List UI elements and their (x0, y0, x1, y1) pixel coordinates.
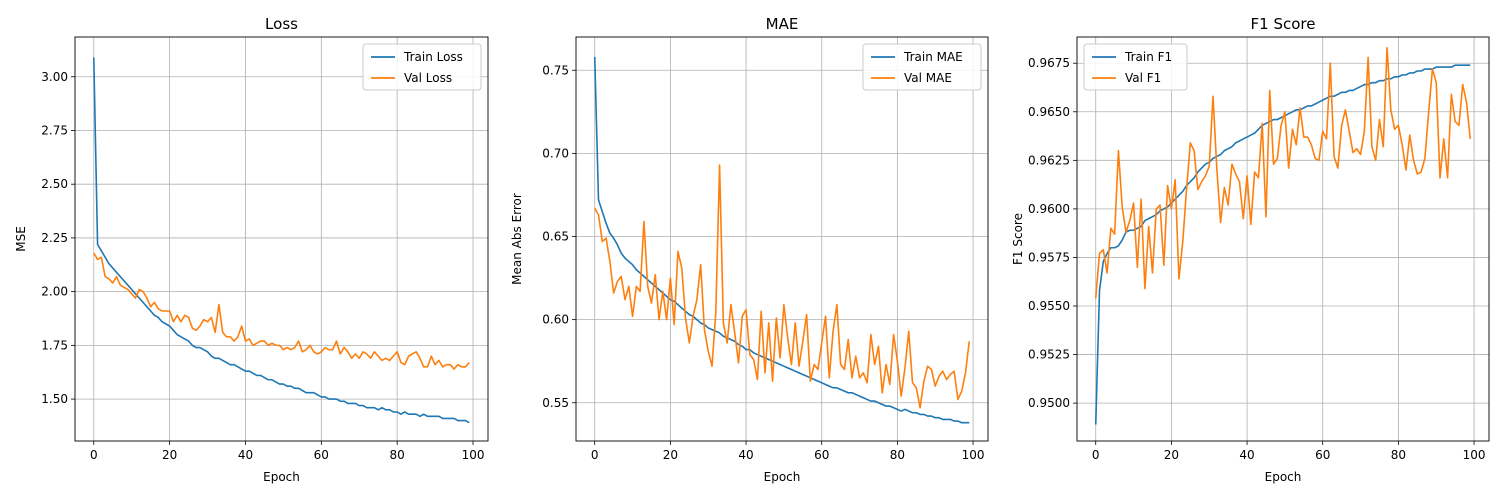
y-axis-label: MSE (14, 226, 28, 252)
plot-frame (1076, 36, 1490, 442)
y-tick-label: 0.55 (542, 396, 569, 410)
legend-label: Val MAE (904, 71, 952, 85)
x-tick-label: 100 (462, 448, 485, 462)
x-tick-label: 20 (663, 448, 678, 462)
plot-title: Loss (265, 15, 298, 33)
y-tick-label: 0.9625 (1028, 153, 1070, 167)
x-tick-label: 100 (962, 448, 985, 462)
subplot-1: 0 20 40 60 80 100 1.50 1.75 2.00 2.25 2.50 2.75 3.00… (14, 15, 489, 484)
y-tick-label: 0.9675 (1028, 56, 1070, 70)
y-axis-label: Mean Abs Error (510, 193, 524, 285)
legend-label: Train MAE (903, 50, 963, 64)
x-tick-label: 0 (1092, 448, 1100, 462)
x-axis-label: Epoch (1265, 470, 1302, 484)
y-tick-label: 0.70 (542, 146, 569, 160)
y-tick-label: 2.00 (41, 285, 68, 299)
plot-title: F1 Score (1251, 15, 1316, 33)
x-tick-label: 40 (1239, 448, 1254, 462)
plot-frame (74, 36, 489, 442)
legend: Train F1 Val F1 (1083, 43, 1188, 91)
y-tick-label: 2.50 (41, 177, 68, 191)
plot-frame (575, 36, 989, 442)
x-tick-label: 40 (738, 448, 753, 462)
y-tick-label: 3.00 (41, 70, 68, 84)
y-tick-label: 2.25 (41, 231, 68, 245)
y-tick-label: 1.75 (41, 338, 68, 352)
x-axis-label: Epoch (263, 470, 300, 484)
y-tick-label: 0.9500 (1028, 396, 1070, 410)
x-tick-label: 80 (390, 448, 405, 462)
y-tick-label: 1.50 (41, 392, 68, 406)
y-tick-label: 0.9550 (1028, 299, 1070, 313)
y-tick-label: 0.9575 (1028, 250, 1070, 264)
subplot-3: 0 20 40 60 80 100 0.9500 0.9525 0.9550 0.9575 0.96… (1011, 15, 1490, 484)
legend-label: Val Loss (404, 71, 452, 85)
x-tick-label: 40 (238, 448, 253, 462)
x-tick-label: 100 (1463, 448, 1486, 462)
legend-label: Train F1 (1124, 50, 1172, 64)
series-line-val-mae (594, 164, 971, 409)
x-tick-label: 0 (90, 448, 98, 462)
x-tick-label: 20 (1164, 448, 1179, 462)
y-tick-label: 0.9600 (1028, 202, 1070, 216)
legend-label: Val F1 (1125, 71, 1161, 85)
y-axis-label: F1 Score (1011, 213, 1025, 265)
x-tick-label: 80 (1391, 448, 1406, 462)
x-tick-label: 60 (814, 448, 829, 462)
subplot-2: 0 20 40 60 80 100 0.55 0.60 0.65 0.70 0.75 MAE Epoch… (510, 15, 989, 484)
y-tick-label: 0.65 (542, 230, 569, 244)
series-line-val-f1 (1094, 46, 1472, 299)
series-line-train-loss (92, 57, 470, 424)
x-tick-label: 0 (591, 448, 599, 462)
x-tick-label: 20 (162, 448, 177, 462)
x-axis-label: Epoch (764, 470, 801, 484)
legend: Train Loss Val Loss (362, 43, 482, 91)
plot-title: MAE (766, 15, 799, 33)
y-tick-label: 0.9525 (1028, 348, 1070, 362)
series-line-val-loss (93, 252, 470, 370)
y-tick-label: 2.75 (41, 123, 68, 137)
legend-label: Train Loss (403, 50, 463, 64)
y-tick-label: 0.75 (542, 63, 569, 77)
x-tick-label: 80 (890, 448, 905, 462)
y-tick-label: 0.9650 (1028, 105, 1070, 119)
x-tick-label: 60 (1315, 448, 1330, 462)
x-tick-label: 60 (314, 448, 329, 462)
y-tick-label: 0.60 (542, 313, 569, 327)
legend: Train MAE Val MAE (862, 43, 982, 91)
